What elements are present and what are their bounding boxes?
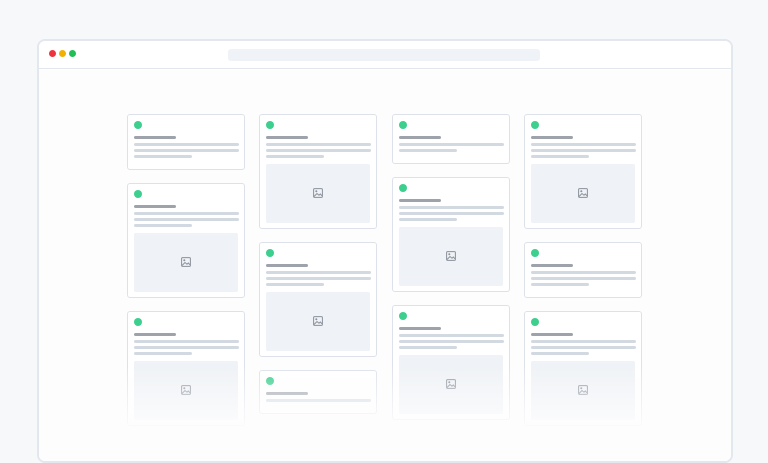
card-text-placeholder (266, 143, 371, 146)
card-text-placeholder (134, 155, 192, 158)
card-title-placeholder (134, 333, 176, 336)
card-text-placeholder (531, 143, 636, 146)
card-title-placeholder (399, 327, 441, 330)
card-title-placeholder (531, 264, 573, 267)
minimize-window-button[interactable] (59, 50, 66, 57)
image-icon (181, 254, 191, 272)
image-placeholder (266, 164, 370, 223)
card-title-placeholder (531, 333, 573, 336)
card-text-placeholder (134, 212, 239, 215)
card-text-placeholder (399, 218, 457, 221)
card-text-placeholder (266, 155, 324, 158)
card-title-placeholder (399, 199, 441, 202)
title-bar (39, 41, 731, 69)
image-placeholder (399, 227, 503, 286)
masonry-card[interactable] (127, 183, 245, 298)
card-text-placeholder (266, 277, 371, 280)
card-text-placeholder (399, 149, 457, 152)
status-dot-icon (531, 121, 539, 129)
card-title-placeholder (399, 136, 441, 139)
card-text-placeholder (399, 212, 504, 215)
card-title-placeholder (134, 136, 176, 139)
card-title-placeholder (266, 136, 308, 139)
masonry-card[interactable] (524, 114, 642, 229)
card-text-placeholder (531, 340, 636, 343)
card-text-placeholder (531, 155, 589, 158)
card-text-placeholder (531, 346, 636, 349)
card-text-placeholder (531, 277, 636, 280)
card-text-placeholder (399, 346, 457, 349)
card-text-placeholder (399, 206, 504, 209)
card-text-placeholder (134, 143, 239, 146)
card-text-placeholder (399, 334, 504, 337)
card-text-placeholder (134, 340, 239, 343)
card-text-placeholder (399, 340, 504, 343)
image-placeholder (531, 164, 635, 223)
card-text-placeholder (266, 283, 324, 286)
masonry-card[interactable] (259, 114, 377, 229)
status-dot-icon (134, 121, 142, 129)
bottom-fade-overlay (39, 365, 731, 445)
status-dot-icon (266, 249, 274, 257)
masonry-card[interactable] (524, 242, 642, 298)
masonry-card[interactable] (127, 114, 245, 170)
status-dot-icon (399, 312, 407, 320)
masonry-card[interactable] (392, 114, 510, 164)
status-dot-icon (399, 184, 407, 192)
card-title-placeholder (531, 136, 573, 139)
status-dot-icon (266, 121, 274, 129)
masonry-card[interactable] (259, 242, 377, 357)
masonry-card[interactable] (392, 177, 510, 292)
status-dot-icon (134, 318, 142, 326)
maximize-window-button[interactable] (69, 50, 76, 57)
card-text-placeholder (266, 271, 371, 274)
image-icon (313, 313, 323, 331)
status-dot-icon (134, 190, 142, 198)
card-text-placeholder (531, 352, 589, 355)
image-placeholder (134, 233, 238, 292)
card-text-placeholder (531, 271, 636, 274)
browser-window (37, 39, 733, 463)
image-placeholder (266, 292, 370, 351)
card-text-placeholder (399, 143, 504, 146)
card-title-placeholder (266, 264, 308, 267)
status-dot-icon (531, 249, 539, 257)
status-dot-icon (531, 318, 539, 326)
card-text-placeholder (134, 218, 239, 221)
masonry-grid (39, 70, 731, 461)
status-dot-icon (399, 121, 407, 129)
card-text-placeholder (266, 149, 371, 152)
card-text-placeholder (134, 346, 239, 349)
card-text-placeholder (134, 149, 239, 152)
card-title-placeholder (134, 205, 176, 208)
close-window-button[interactable] (49, 50, 56, 57)
card-text-placeholder (531, 283, 589, 286)
card-text-placeholder (134, 352, 192, 355)
image-icon (313, 185, 323, 203)
image-icon (578, 185, 588, 203)
image-icon (446, 248, 456, 266)
address-bar[interactable] (228, 49, 540, 61)
card-text-placeholder (134, 224, 192, 227)
card-text-placeholder (531, 149, 636, 152)
